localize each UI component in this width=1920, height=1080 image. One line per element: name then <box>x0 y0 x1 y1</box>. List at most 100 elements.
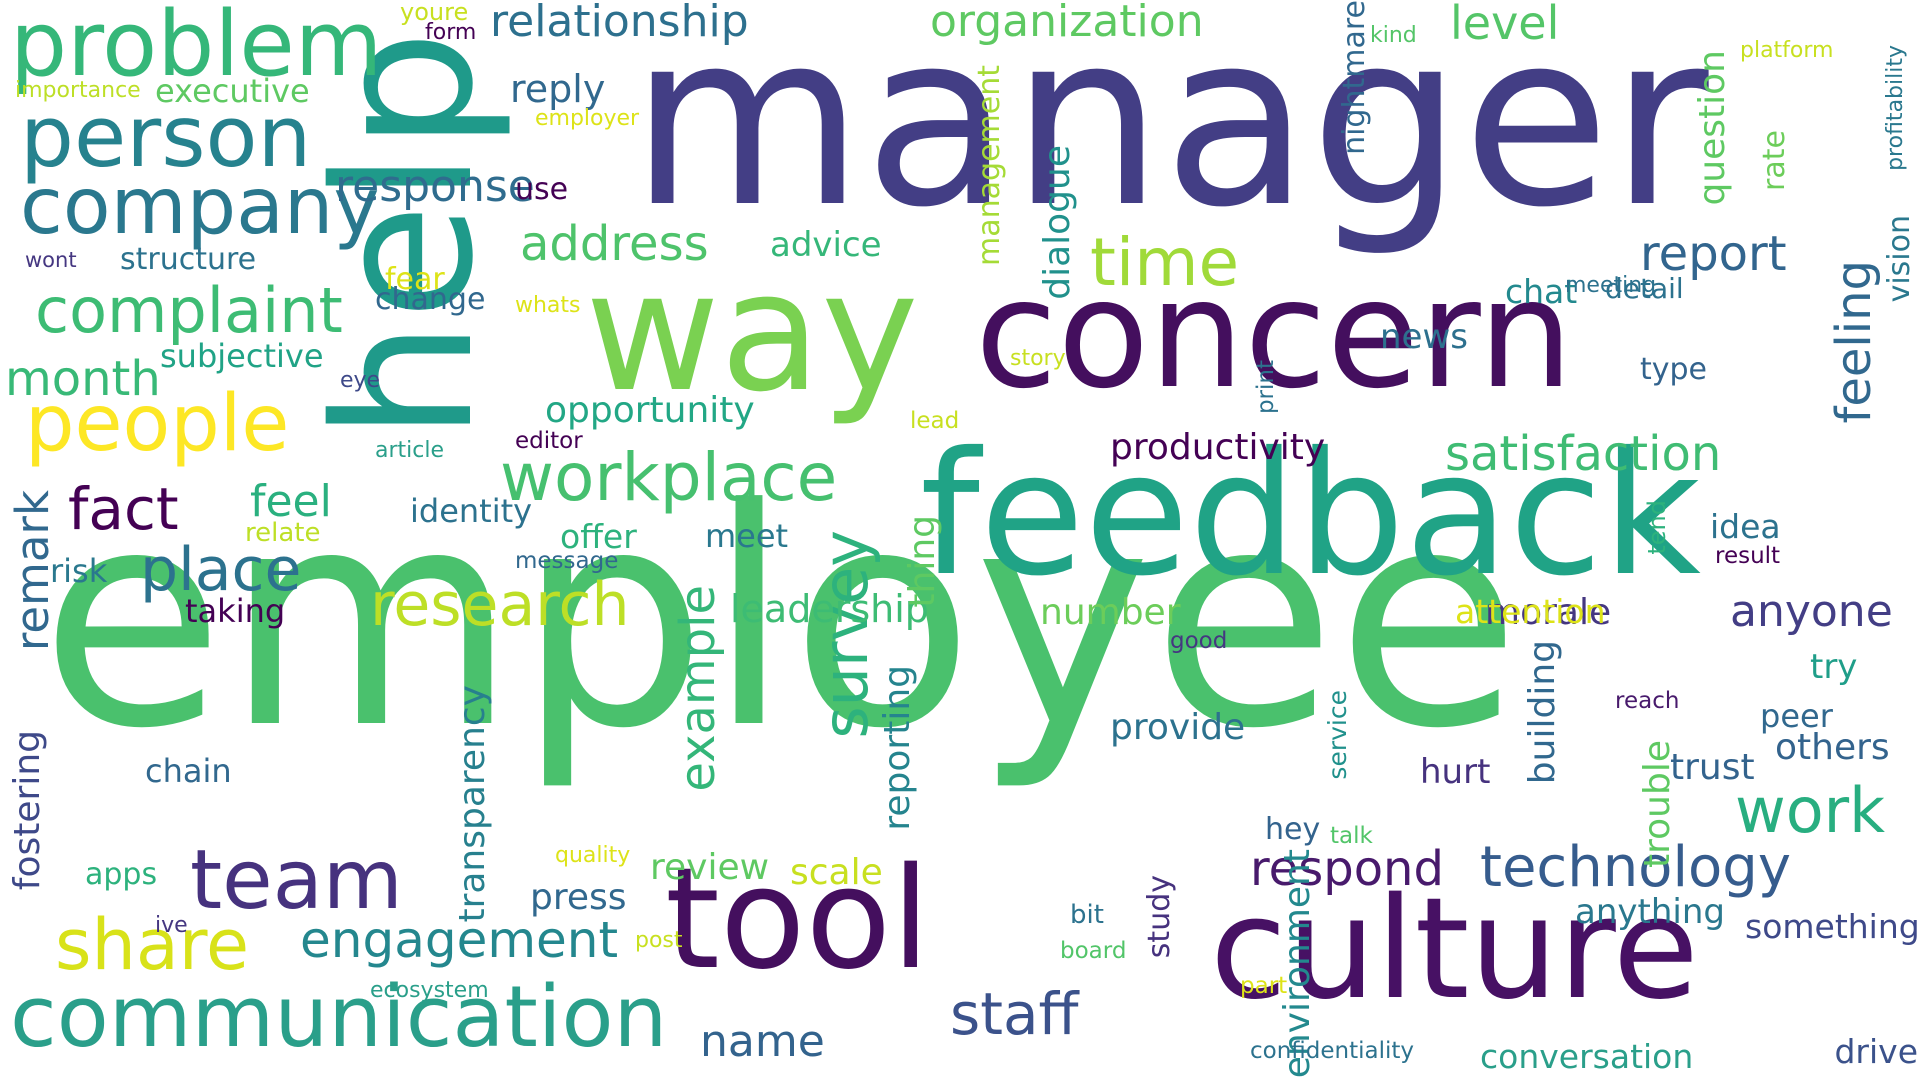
word-building: building <box>1522 640 1563 785</box>
word-message: message <box>515 548 619 574</box>
word-trust: trust <box>1670 747 1755 788</box>
word-offer: offer <box>560 517 637 556</box>
word-manager: manager <box>630 0 1709 260</box>
word-technology: technology <box>1480 835 1791 900</box>
word-peer: peer <box>1760 697 1833 735</box>
word-transparency: transparency <box>452 685 493 923</box>
word-scale: scale <box>790 852 883 893</box>
word-anyone: anyone <box>1730 586 1893 637</box>
word-employee: employee <box>40 445 1521 794</box>
word-board: board <box>1060 938 1127 964</box>
word-research: research <box>370 570 630 640</box>
word-name: name <box>700 1016 825 1067</box>
word-taking: taking <box>185 592 286 630</box>
word-tool: tool <box>665 838 931 1001</box>
word-result: result <box>1715 543 1781 569</box>
word-anything: anything <box>1575 892 1725 932</box>
word-bit: bit <box>1070 900 1104 930</box>
word-people: people <box>25 379 290 469</box>
word-something: something <box>1745 907 1920 946</box>
word-review: review <box>650 847 770 888</box>
word-management: management <box>972 65 1007 266</box>
word-drive: drive <box>1834 1032 1918 1071</box>
word-service: service <box>1323 690 1352 780</box>
word-change: change <box>375 282 486 317</box>
word-good: good <box>1170 628 1228 654</box>
word-fear: fear <box>385 262 445 297</box>
word-subjective: subjective <box>160 337 324 375</box>
word-way: way <box>585 236 919 428</box>
word-hey: hey <box>1265 812 1321 847</box>
word-fact: fact <box>68 475 179 543</box>
word-article: article <box>375 438 445 463</box>
word-address: address <box>520 216 709 272</box>
word-quality: quality <box>555 843 631 868</box>
word-meet: meet <box>705 517 789 555</box>
word-communication: communication <box>10 968 668 1067</box>
word-opportunity: opportunity <box>545 390 755 431</box>
word-thing: thing <box>902 515 943 608</box>
word-post: post <box>635 928 683 953</box>
word-talk: talk <box>1330 823 1373 849</box>
word-relationship: relationship <box>490 0 749 47</box>
word-kind: kind <box>1370 23 1417 48</box>
word-chain: chain <box>145 752 232 790</box>
word-hurt: hurt <box>1420 752 1491 792</box>
word-number: number <box>1040 592 1181 633</box>
word-reach: reach <box>1615 688 1680 714</box>
word-vision: vision <box>1882 215 1917 303</box>
word-month: month <box>5 351 161 407</box>
word-share: share <box>55 904 250 986</box>
word-workplace: workplace <box>500 439 838 516</box>
word-feeling: feeling <box>1826 260 1882 424</box>
word-ive: ive <box>155 913 188 938</box>
word-try: try <box>1810 647 1858 687</box>
word-productivity: productivity <box>1110 427 1326 468</box>
word-culture: culture <box>1210 868 1699 1031</box>
word-example: example <box>670 585 726 792</box>
word-wont: wont <box>25 248 77 272</box>
word-editor: editor <box>515 428 583 454</box>
word-place: place <box>140 535 302 605</box>
word-organization: organization <box>930 0 1204 47</box>
word-concern: concern <box>975 248 1574 422</box>
word-morale: morale <box>1485 592 1612 633</box>
word-engagement: engagement <box>300 911 619 969</box>
word-satisfaction: satisfaction <box>1445 426 1722 482</box>
word-feel: feel <box>250 476 332 527</box>
word-type: type <box>1640 352 1708 387</box>
word-whats: whats <box>515 293 581 318</box>
word-reply: reply <box>510 67 606 111</box>
word-respond: respond <box>1250 841 1444 897</box>
word-print: print <box>1253 360 1279 415</box>
word-nightmare: nightmare <box>1337 0 1372 155</box>
word-fostering: fostering <box>7 730 48 891</box>
word-apps: apps <box>85 857 158 892</box>
word-study: study <box>1142 875 1177 959</box>
word-attention: attention <box>1455 592 1606 631</box>
word-reporting: reporting <box>877 665 918 831</box>
word-team: team <box>190 833 403 928</box>
word-idea: idea <box>1710 507 1781 546</box>
word-conversation: conversation <box>1480 1037 1694 1076</box>
word-identity: identity <box>410 492 533 530</box>
word-time: time <box>1090 224 1240 301</box>
word-feedback: feedback <box>920 416 1701 614</box>
word-work: work <box>1735 774 1886 847</box>
word-relate: relate <box>245 518 321 548</box>
word-survey: survey <box>809 530 882 739</box>
word-meeting: meeting <box>1565 273 1657 298</box>
word-lead: lead <box>910 408 960 434</box>
word-confidentiality: confidentiality <box>1250 1038 1415 1064</box>
word-eye: eye <box>340 368 381 393</box>
word-risk: risk <box>50 552 108 590</box>
word-complaint: complaint <box>35 274 343 347</box>
word-story: story <box>1010 346 1066 371</box>
word-structure: structure <box>120 242 257 277</box>
word-level: level <box>1450 0 1560 50</box>
word-news: news <box>1380 317 1468 357</box>
word-importance: importance <box>15 78 141 103</box>
word-dialogue: dialogue <box>1037 145 1078 300</box>
word-press: press <box>530 877 627 918</box>
